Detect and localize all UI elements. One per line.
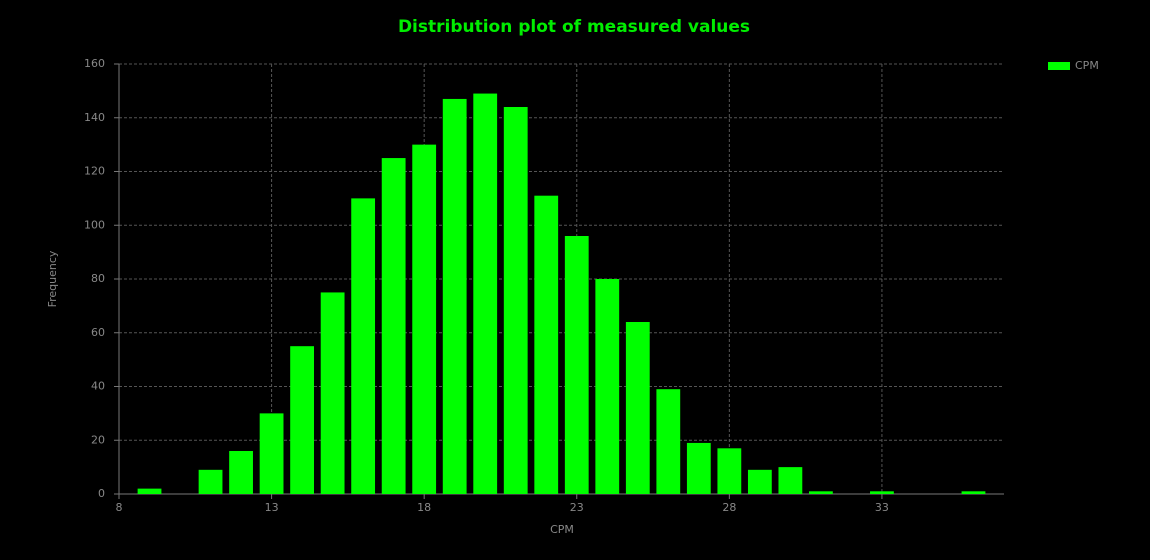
bar [564,236,589,494]
bar [412,144,437,494]
bar [503,107,528,494]
x-tick-label: 13 [265,501,279,514]
y-tick-label: 40 [91,380,105,393]
bar [259,413,284,494]
x-tick-label: 28 [722,501,736,514]
bar [381,158,406,494]
bar [473,93,498,494]
bar [229,451,253,494]
chart-title: Distribution plot of measured values [398,17,750,37]
bar [534,195,559,494]
legend-swatch [1048,62,1070,70]
bar [198,469,223,494]
bar [778,467,803,494]
x-tick-label: 33 [875,501,889,514]
bar [320,292,345,494]
bar [137,488,162,494]
x-axis-label: CPM [550,523,574,536]
legend-label: CPM [1075,59,1099,72]
bar [290,346,315,494]
bar [747,469,772,494]
y-tick-label: 0 [98,487,105,500]
y-tick-label: 120 [84,165,105,178]
y-tick-label: 20 [91,433,105,446]
bar [656,389,681,494]
bar [595,279,620,494]
y-tick-label: 160 [84,57,105,70]
x-tick-label: 23 [570,501,584,514]
x-tick-label: 8 [116,501,123,514]
x-tick-label: 18 [417,501,431,514]
y-tick-label: 80 [91,272,105,285]
bar [351,198,376,494]
bar [625,322,650,494]
y-tick-label: 60 [91,326,105,339]
y-tick-label: 100 [84,218,105,231]
y-tick-label: 140 [84,111,105,124]
bar [961,491,986,494]
y-axis-label: Frequency [46,250,59,307]
bar [808,491,833,494]
bar [442,98,467,494]
bar [686,442,711,494]
bar [717,448,742,494]
bar [870,491,894,494]
